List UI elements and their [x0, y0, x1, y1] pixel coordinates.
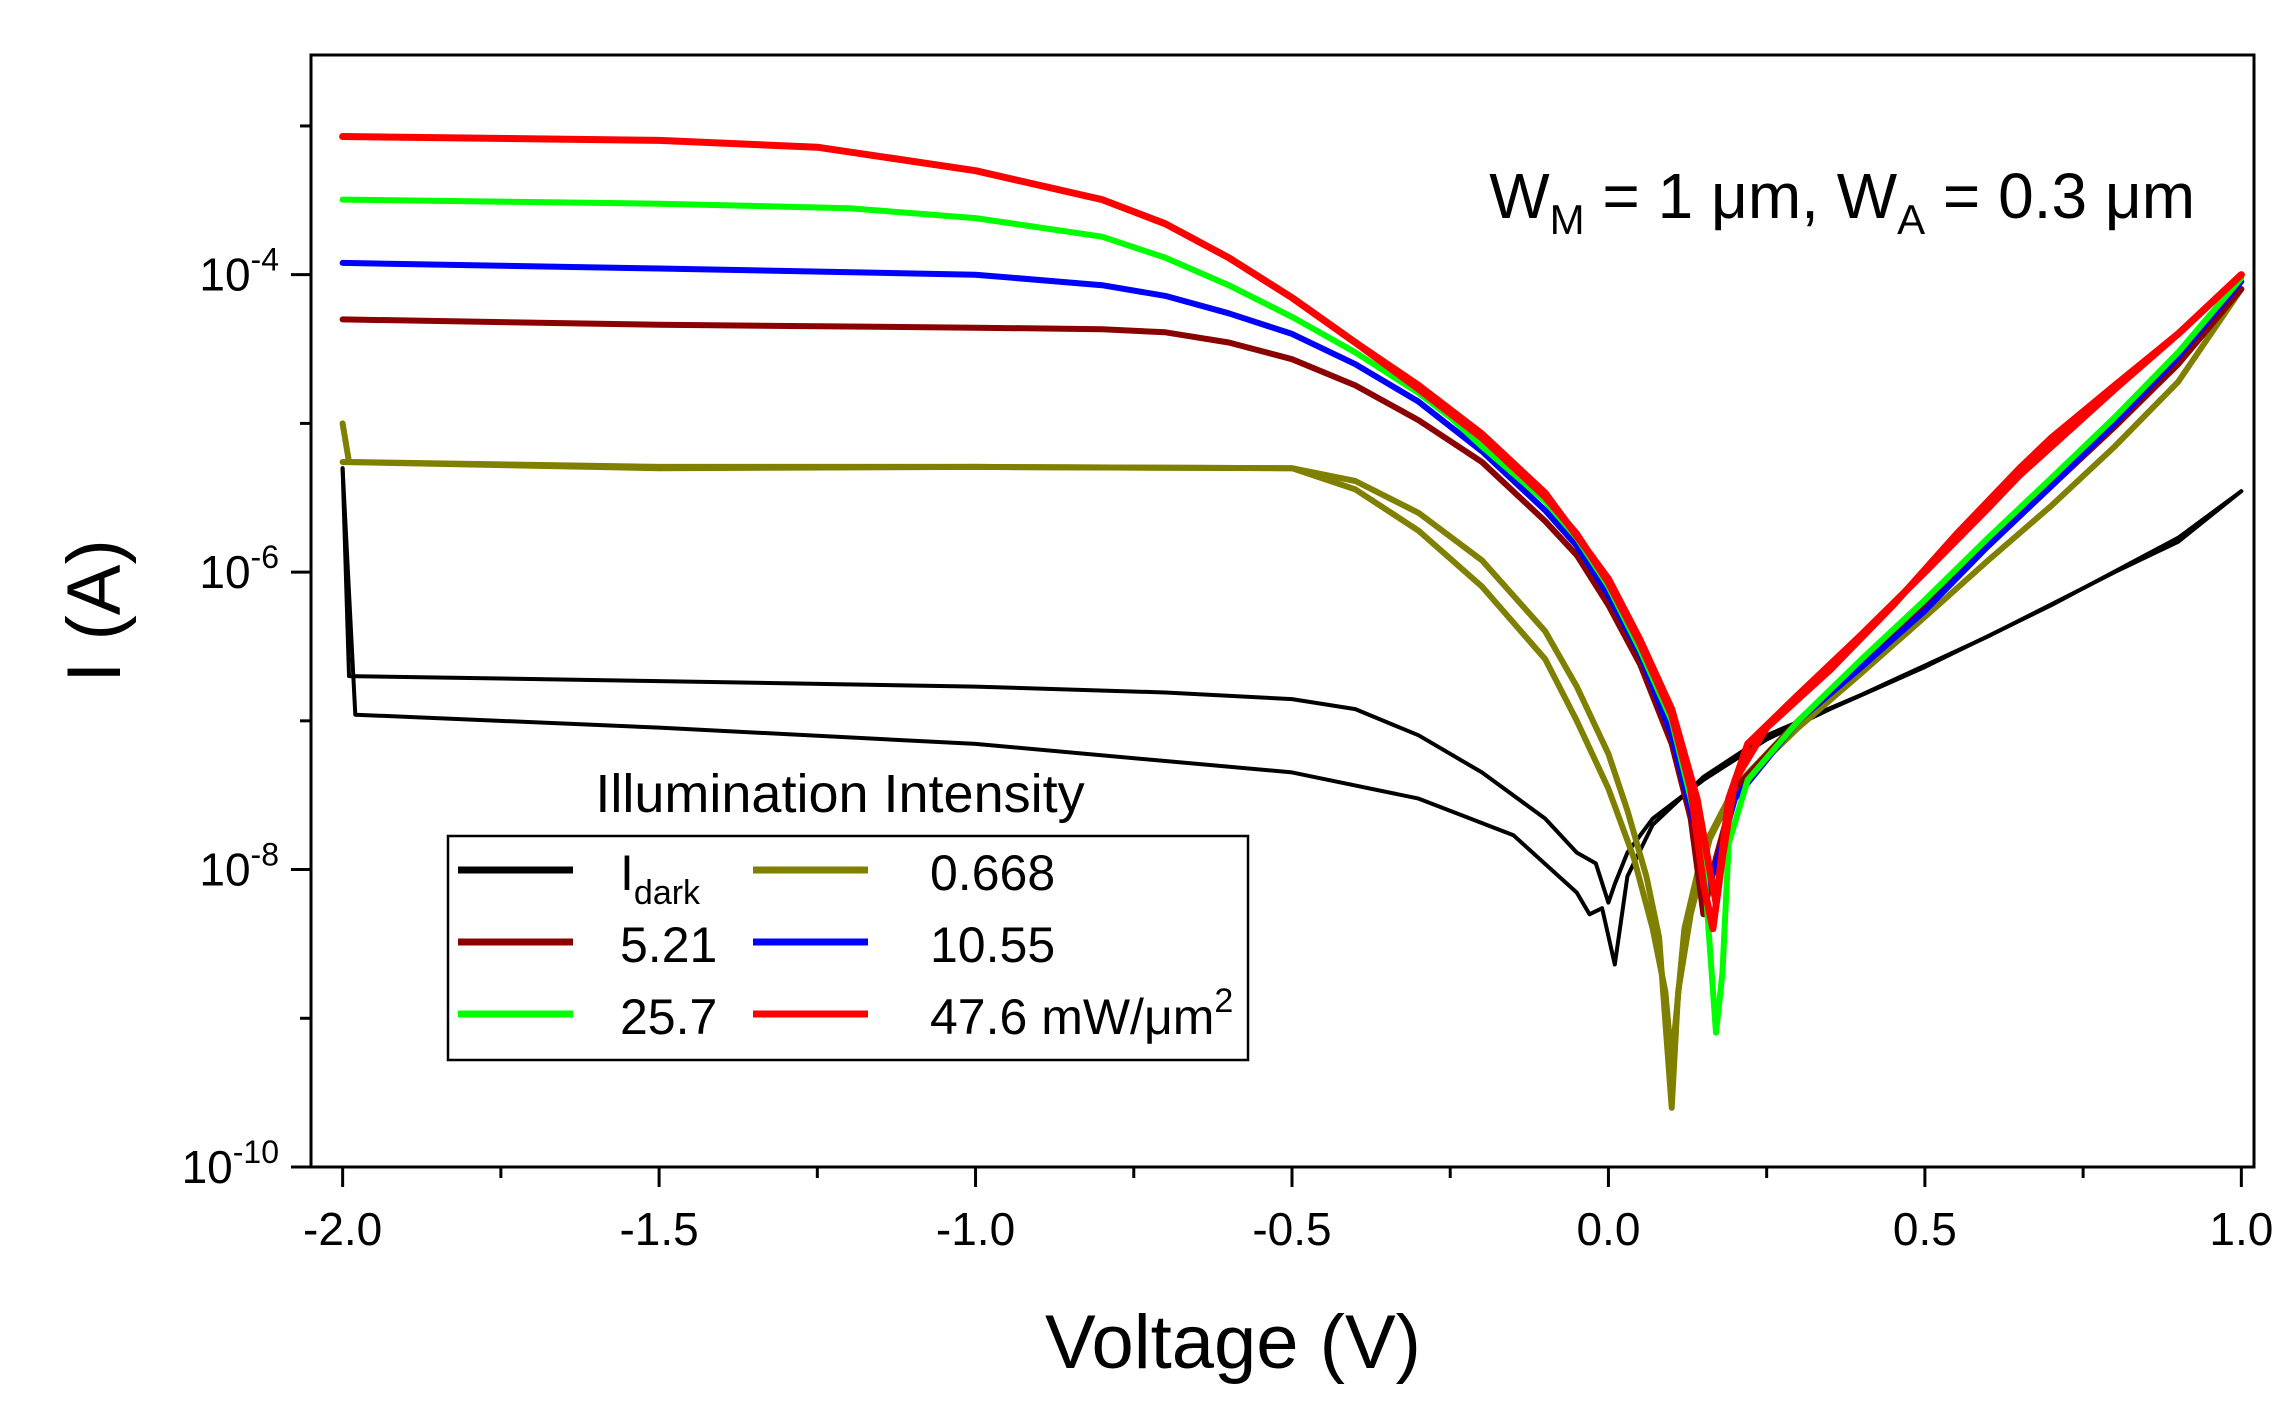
x-axis: -2.0 -1.5 -1.0 -0.5 0.0 0.5 1.0	[303, 1167, 2273, 1255]
series-layer	[339, 133, 2245, 1111]
device-dimensions-annotation: WM = 1 μm, WA = 0.3 μm	[1489, 160, 2195, 243]
legend-title: Illumination Intensity	[595, 764, 1084, 824]
x-tick-label: -0.5	[1252, 1203, 1331, 1255]
x-tick-label: -1.5	[619, 1203, 698, 1255]
legend-label: 10.55	[930, 917, 1055, 973]
x-tick-label: 0.5	[1893, 1203, 1957, 1255]
y-tick-label: 10-8	[199, 837, 279, 896]
legend-entries: Idark 0.668 5.21 10.55 25.7 47.6 mW/μm2	[458, 845, 1233, 1045]
legend-label: 0.668	[930, 845, 1055, 901]
x-tick-label: 0.0	[1576, 1203, 1640, 1255]
series-line-1	[340, 466, 2244, 967]
y-tick-label: 10-4	[199, 242, 279, 301]
y-axis: 10-10 10-8 10-6 10-4	[182, 124, 311, 1193]
x-tick-label: -2.0	[303, 1203, 382, 1255]
plot-frame	[309, 53, 2256, 1169]
legend-label: 47.6 mW/μm2	[930, 982, 1233, 1045]
x-axis-label: Voltage (V)	[1045, 1300, 1421, 1385]
legend: Illumination Intensity Idark 0.668 5.21 10.…	[446, 764, 1250, 1062]
series-line-8	[1288, 271, 2245, 907]
legend-label: 25.7	[620, 989, 717, 1045]
x-tick-label: 1.0	[2209, 1203, 2273, 1255]
legend-label: 5.21	[620, 917, 717, 973]
y-tick-label: 10-10	[182, 1134, 279, 1193]
legend-label: Idark	[620, 845, 701, 912]
y-tick-label: 10-6	[199, 539, 279, 598]
y-axis-label: I (A)	[52, 539, 137, 683]
x-tick-label: -1.0	[936, 1203, 1015, 1255]
